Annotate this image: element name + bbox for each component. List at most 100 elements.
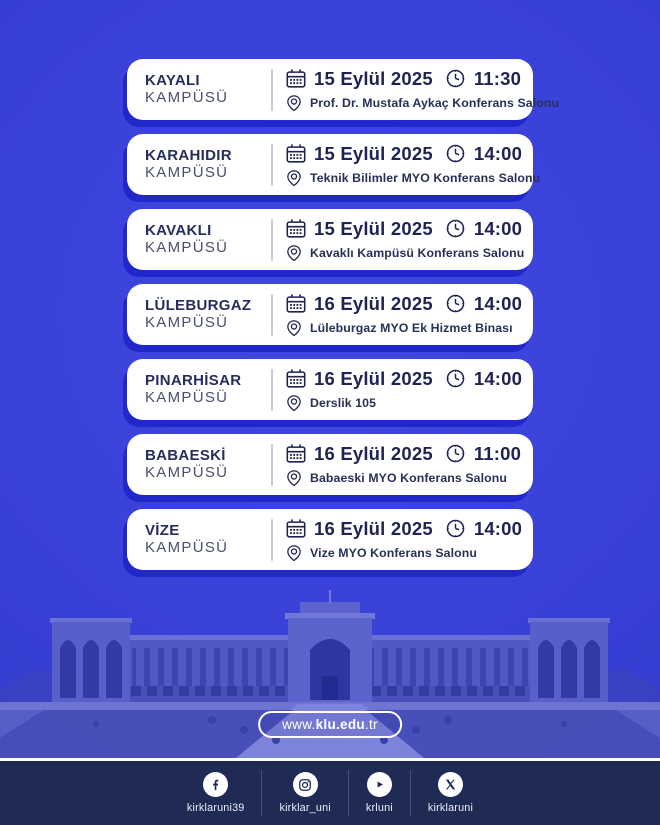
clock-icon <box>445 143 466 164</box>
event-location: Lüleburgaz MYO Ek Hizmet Binası <box>310 320 513 335</box>
event-time: 14:00 <box>473 517 523 539</box>
location-row: Lüleburgaz MYO Ek Hizmet Binası <box>285 319 522 337</box>
date-time-row: 16 Eylül 2025 14:00 <box>285 293 522 315</box>
campus-name-line2: KAMPÜSÜ <box>145 313 229 331</box>
clock-icon <box>445 443 466 464</box>
date-time-row: 16 Eylül 2025 14:00 <box>285 368 522 390</box>
social-footer-bar: kirklaruni39 kirklar_uni krluni kirklaru… <box>0 758 660 825</box>
event-time: 14:00 <box>473 292 523 314</box>
campus-name-line1: KAVAKLI <box>145 221 212 239</box>
social-handle: kirklaruni39 <box>186 802 245 814</box>
location-row: Babaeski MYO Konferans Salonu <box>285 469 521 487</box>
location-row: Teknik Bilimler MYO Konferans Salonu <box>285 169 540 187</box>
campus-name-line2: KAMPÜSÜ <box>145 463 229 481</box>
schedule-card: PINARHİSAR KAMPÜSÜ 16 Eylül 2025 14:00 D… <box>127 359 533 420</box>
facebook-icon <box>203 772 229 797</box>
campus-name-line2: KAMPÜSÜ <box>145 238 229 256</box>
event-location: Derslik 105 <box>310 395 377 410</box>
event-details: 15 Eylül 2025 11:30 Prof. Dr. Mustafa Ay… <box>285 67 559 112</box>
campus-name: VİZE KAMPÜSÜ <box>145 522 269 557</box>
clock-icon <box>445 368 466 389</box>
location-pin-icon <box>285 94 303 112</box>
calendar-icon <box>285 293 307 315</box>
schedule-card: LÜLEBURGAZ KAMPÜSÜ 16 Eylül 2025 14:00 L… <box>127 284 533 345</box>
card-divider <box>271 218 273 261</box>
event-date: 15 Eylül 2025 <box>314 217 433 239</box>
campus-name: KAYALI KAMPÜSÜ <box>145 71 269 107</box>
event-details: 15 Eylül 2025 14:00 Kavaklı Kampüsü Konf… <box>285 217 525 262</box>
card-divider <box>271 518 273 561</box>
card-divider <box>271 293 273 336</box>
calendar-icon <box>285 68 307 90</box>
social-item-instagram[interactable]: kirklar_uni <box>262 772 347 814</box>
location-pin-icon <box>285 469 303 487</box>
x-icon <box>438 772 463 797</box>
campus-name-line1: LÜLEBURGAZ <box>145 296 252 314</box>
event-location: Teknik Bilimler MYO Konferans Salonu <box>310 170 541 185</box>
event-time: 11:30 <box>473 67 522 89</box>
youtube-icon <box>366 772 392 797</box>
location-pin-icon <box>285 394 303 412</box>
date-time-row: 15 Eylül 2025 14:00 <box>285 143 523 165</box>
location-row: Vize MYO Konferans Salonu <box>285 544 522 562</box>
social-item-youtube[interactable]: krluni <box>349 772 410 814</box>
event-date: 16 Eylül 2025 <box>314 292 433 314</box>
schedule-card: BABAESKİ KAMPÜSÜ 16 Eylül 2025 11:00 Bab… <box>127 434 533 495</box>
calendar-icon <box>285 218 307 240</box>
website-suffix: .tr <box>364 717 378 732</box>
event-date: 15 Eylül 2025 <box>314 142 433 164</box>
social-handle: kirklar_uni <box>279 802 331 814</box>
campus-name-line2: KAMPÜSÜ <box>145 163 229 181</box>
event-date: 16 Eylül 2025 <box>314 367 433 389</box>
campus-name-line1: BABAESKİ <box>145 446 226 464</box>
website-link[interactable]: www.klu.edu.tr <box>258 711 402 738</box>
card-divider <box>271 143 273 186</box>
social-item-facebook[interactable]: kirklaruni39 <box>170 772 262 814</box>
schedule-card: KARAHIDIR KAMPÜSÜ 15 Eylül 2025 14:00 Te… <box>127 134 540 195</box>
date-time-row: 16 Eylül 2025 11:00 <box>285 443 521 465</box>
instagram-icon <box>292 772 318 797</box>
footer-divider <box>347 770 349 816</box>
website-domain: klu.edu <box>315 717 365 732</box>
campus-name-line2: KAMPÜSÜ <box>145 388 229 406</box>
card-divider <box>271 68 273 111</box>
clock-icon <box>445 293 466 314</box>
clock-icon <box>445 68 466 89</box>
campus-name: KARAHIDIR KAMPÜSÜ <box>145 146 269 182</box>
location-row: Prof. Dr. Mustafa Aykaç Konferans Salonu <box>285 94 559 112</box>
location-row: Derslik 105 <box>285 394 522 412</box>
location-pin-icon <box>285 244 303 262</box>
footer-divider <box>261 770 263 816</box>
event-location: Babaeski MYO Konferans Salonu <box>310 470 507 485</box>
event-location: Vize MYO Konferans Salonu <box>310 545 477 560</box>
card-divider <box>271 368 273 411</box>
schedule-card: VİZE KAMPÜSÜ 16 Eylül 2025 14:00 Vize MY… <box>127 509 533 570</box>
location-row: Kavaklı Kampüsü Konferans Salonu <box>285 244 525 262</box>
calendar-icon <box>285 518 307 540</box>
event-location: Prof. Dr. Mustafa Aykaç Konferans Salonu <box>310 95 560 110</box>
campus-name-line2: KAMPÜSÜ <box>145 88 229 106</box>
location-pin-icon <box>285 319 303 337</box>
campus-name-line1: PINARHİSAR <box>145 371 242 389</box>
clock-icon <box>445 218 466 239</box>
event-date: 16 Eylül 2025 <box>314 517 433 539</box>
campus-name-line1: KAYALI <box>145 71 200 89</box>
event-time: 11:00 <box>473 442 522 464</box>
event-details: 16 Eylül 2025 14:00 Vize MYO Konferans S… <box>285 518 522 562</box>
social-item-x[interactable]: kirklaruni <box>411 772 490 814</box>
schedule-card: KAVAKLI KAMPÜSÜ 15 Eylül 2025 14:00 Kava… <box>127 209 533 270</box>
schedule-card: KAYALI KAMPÜSÜ 15 Eylül 2025 11:30 Prof.… <box>127 59 559 120</box>
social-handle: kirklaruni <box>427 802 474 814</box>
footer-divider <box>409 770 411 816</box>
schedule-card-list: KAYALI KAMPÜSÜ 15 Eylül 2025 11:30 Prof.… <box>127 59 559 570</box>
location-pin-icon <box>285 169 303 187</box>
calendar-icon <box>285 143 307 165</box>
date-time-row: 16 Eylül 2025 14:00 <box>285 518 522 540</box>
event-time: 14:00 <box>473 367 523 389</box>
card-divider <box>271 443 273 486</box>
event-time: 14:00 <box>473 217 523 239</box>
event-details: 15 Eylül 2025 14:00 Teknik Bilimler MYO … <box>285 143 540 187</box>
event-location: Kavaklı Kampüsü Konferans Salonu <box>310 245 525 260</box>
campus-name-line1: KARAHIDIR <box>145 146 232 164</box>
